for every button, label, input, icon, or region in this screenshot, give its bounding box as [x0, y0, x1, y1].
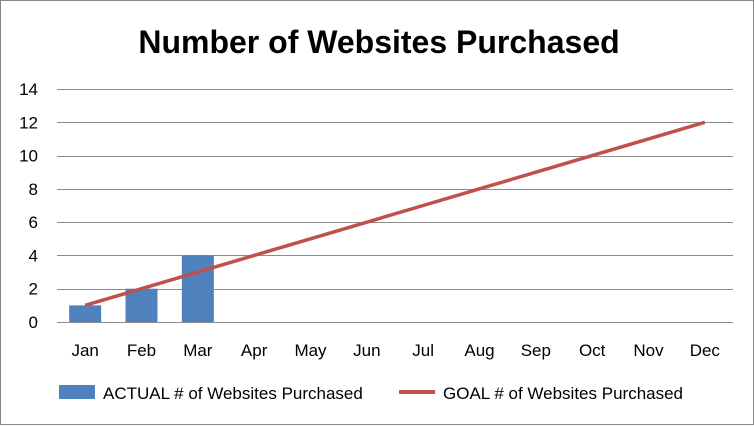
- y-tick-label: 0: [29, 313, 38, 332]
- legend: ACTUAL # of Websites Purchased GOAL # of…: [59, 384, 683, 403]
- legend-swatch-actual: [59, 385, 95, 399]
- x-tick-label: Feb: [127, 341, 156, 360]
- y-tick-label: 12: [19, 113, 38, 132]
- goal-line: [85, 122, 705, 305]
- bar: [69, 305, 101, 322]
- gridlines: [57, 90, 733, 323]
- x-tick-label: Jul: [412, 341, 434, 360]
- x-tick-label: Aug: [464, 341, 494, 360]
- y-tick-label: 14: [19, 80, 38, 99]
- x-tick-label: Jun: [353, 341, 380, 360]
- chart-title: Number of Websites Purchased: [138, 24, 619, 60]
- y-axis-ticks: 0 2 4 6 8 10 12 14: [19, 80, 38, 332]
- x-tick-label: Jan: [71, 341, 98, 360]
- y-tick-label: 10: [19, 147, 38, 166]
- bar: [182, 255, 214, 322]
- x-axis-ticks: Jan Feb Mar Apr May Jun Jul Aug Sep Oct Nov Dec: [71, 341, 720, 360]
- line-series: [85, 122, 705, 305]
- x-tick-label: Apr: [241, 341, 268, 360]
- x-tick-label: Nov: [633, 341, 664, 360]
- x-tick-label: Mar: [183, 341, 213, 360]
- x-tick-label: May: [294, 341, 327, 360]
- x-tick-label: Sep: [521, 341, 551, 360]
- y-tick-label: 4: [29, 246, 38, 265]
- x-tick-label: Oct: [579, 341, 606, 360]
- x-tick-label: Dec: [690, 341, 721, 360]
- legend-label-goal: GOAL # of Websites Purchased: [443, 384, 683, 403]
- y-tick-label: 8: [29, 180, 38, 199]
- y-tick-label: 2: [29, 280, 38, 299]
- y-tick-label: 6: [29, 213, 38, 232]
- legend-label-actual: ACTUAL # of Websites Purchased: [103, 384, 363, 403]
